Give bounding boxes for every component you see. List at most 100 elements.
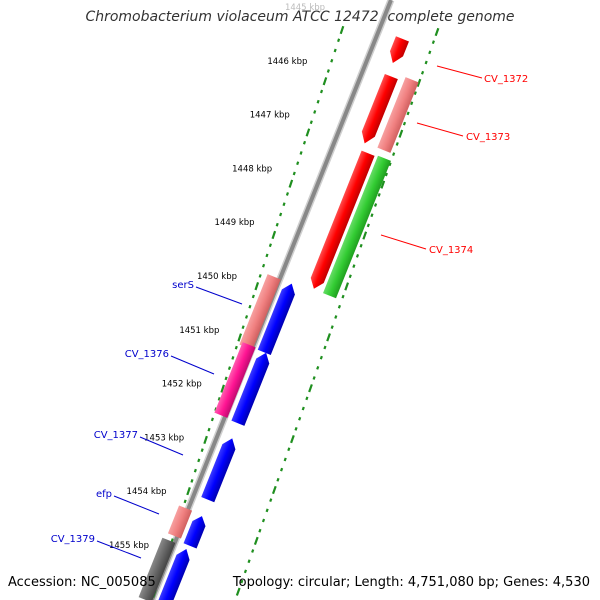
ruler-minor-tick xyxy=(392,152,396,157)
feature-cv-1374-a[interactable] xyxy=(307,150,375,292)
ruler-minor-tick xyxy=(298,416,302,421)
ruler-minor-tick xyxy=(282,202,286,207)
ruler-minor-tick xyxy=(341,294,345,299)
ruler-minor-tick xyxy=(269,498,273,503)
label-cv-1372[interactable]: CV_1372 xyxy=(484,74,528,85)
feature-sers-light[interactable] xyxy=(239,274,281,350)
kbp-tick-label: 1449 kbp xyxy=(215,218,255,228)
ruler-major-tick xyxy=(344,282,350,291)
ruler-minor-tick xyxy=(248,304,252,309)
ruler-minor-tick xyxy=(384,172,388,177)
ruler-minor-tick xyxy=(283,457,287,462)
feature-cv-1379[interactable] xyxy=(158,546,193,600)
label-cv-1376[interactable]: CV_1376 xyxy=(125,349,169,360)
feature-cv-1372-upstream[interactable] xyxy=(386,36,409,65)
ruler-major-tick xyxy=(253,536,259,546)
ruler-minor-tick xyxy=(210,417,214,422)
feature-cv-1379-gray[interactable] xyxy=(138,537,176,600)
ruler-major-tick xyxy=(416,78,422,88)
ruler-minor-tick xyxy=(337,38,341,43)
ruler-minor-tick xyxy=(302,140,307,145)
ruler-major-tick xyxy=(235,587,241,596)
ruler-minor-tick xyxy=(234,345,238,350)
feature-cv-1376[interactable] xyxy=(214,342,256,418)
ruler-minor-tick xyxy=(190,479,194,483)
label-efp[interactable]: efp xyxy=(96,489,112,500)
ruler-minor-tick xyxy=(296,161,300,166)
kbp-tick-label: 1452 kbp xyxy=(162,380,202,390)
ruler-minor-tick xyxy=(373,203,378,207)
ruler-minor-tick xyxy=(420,70,425,75)
ruler-minor-tick xyxy=(330,325,334,330)
feature-efp[interactable] xyxy=(183,514,209,549)
kbp-tick-label: 1453 kbp xyxy=(144,433,184,443)
ruler-minor-tick xyxy=(247,559,251,564)
ruler-minor-tick xyxy=(402,121,407,126)
kbp-tick-label: 1451 kbp xyxy=(179,326,219,336)
ruler-minor-tick xyxy=(299,151,303,155)
ruler-minor-tick xyxy=(410,101,414,106)
ruler-minor-tick xyxy=(275,222,279,227)
ruler-minor-tick xyxy=(326,69,330,73)
ruler-minor-tick xyxy=(258,274,262,278)
ruler-minor-tick xyxy=(352,264,356,268)
ruler-major-tick xyxy=(237,333,243,342)
ruler-minor-tick xyxy=(309,120,313,125)
feature-efp-light[interactable] xyxy=(167,505,193,539)
ruler-minor-tick xyxy=(388,162,392,167)
label-cv-1374[interactable]: CV_1374 xyxy=(429,245,473,256)
ruler-major-tick xyxy=(434,27,440,37)
ruler-major-tick xyxy=(305,128,311,137)
ruler-minor-tick xyxy=(207,427,211,432)
feature-cv-1377[interactable] xyxy=(201,436,239,503)
ruler-minor-tick xyxy=(301,406,305,411)
right-feature-labels: CV_1372 CV_1373 CV_1374 xyxy=(380,65,528,256)
kbp-tick-label: 1445 kbp xyxy=(285,3,325,13)
feature-cv-1374[interactable] xyxy=(323,155,391,299)
ruler-minor-tick xyxy=(323,345,327,350)
label-cv-1377[interactable]: CV_1377 xyxy=(94,430,138,441)
ruler-minor-tick xyxy=(355,254,360,258)
ruler-minor-tick xyxy=(424,60,428,65)
ruler-minor-tick xyxy=(280,467,284,472)
kbp-tick-label: 1448 kbp xyxy=(232,164,272,174)
forward-strand-features xyxy=(307,36,419,299)
ruler-minor-tick xyxy=(305,396,309,401)
feature-cv-1376-blue[interactable] xyxy=(231,350,272,426)
ruler-minor-tick xyxy=(312,376,316,380)
ruler-major-tick xyxy=(362,231,368,240)
ruler-major-tick xyxy=(220,384,225,393)
ruler-major-tick xyxy=(271,230,277,240)
label-cv-1373[interactable]: CV_1373 xyxy=(466,132,510,143)
ruler-minor-tick xyxy=(313,110,317,114)
ruler-minor-tick xyxy=(428,50,432,55)
ruler-minor-tick xyxy=(193,468,197,473)
label-cv-1379[interactable]: CV_1379 xyxy=(51,534,95,545)
ruler-minor-tick xyxy=(333,48,337,53)
ruler-minor-tick xyxy=(241,325,245,330)
ruler-major-tick xyxy=(254,282,260,291)
ruler-minor-tick xyxy=(413,91,417,95)
ruler-minor-tick xyxy=(319,355,323,360)
ruler-minor-tick xyxy=(251,549,255,553)
left-feature-labels: serS CV_1376 CV_1377 efp CV_1379 xyxy=(51,280,243,559)
ruler-minor-tick xyxy=(231,356,235,360)
feature-cv-1373[interactable] xyxy=(377,77,419,153)
ruler-minor-tick xyxy=(359,243,363,248)
ruler-minor-tick xyxy=(348,274,352,279)
label-sers[interactable]: serS xyxy=(172,280,194,291)
kbp-tick-label: 1454 kbp xyxy=(127,487,167,497)
ruler-major-tick xyxy=(290,434,295,444)
topology-text: Topology: circular; Length: 4,751,080 bp… xyxy=(232,575,590,590)
kbp-tick-labels: 1445 kbp 1446 kbp 1447 kbp 1448 kbp 1449 kbp… xyxy=(109,3,325,551)
ruler-minor-tick xyxy=(294,427,298,431)
kbp-tick-label: 1455 kbp xyxy=(109,541,149,551)
ruler-major-tick xyxy=(308,384,313,393)
ruler-minor-tick xyxy=(276,477,280,482)
ruler-minor-tick xyxy=(200,448,204,453)
ruler-major-tick xyxy=(271,485,277,495)
feature-cv-1372[interactable] xyxy=(358,73,398,146)
feature-sers[interactable] xyxy=(257,281,298,355)
